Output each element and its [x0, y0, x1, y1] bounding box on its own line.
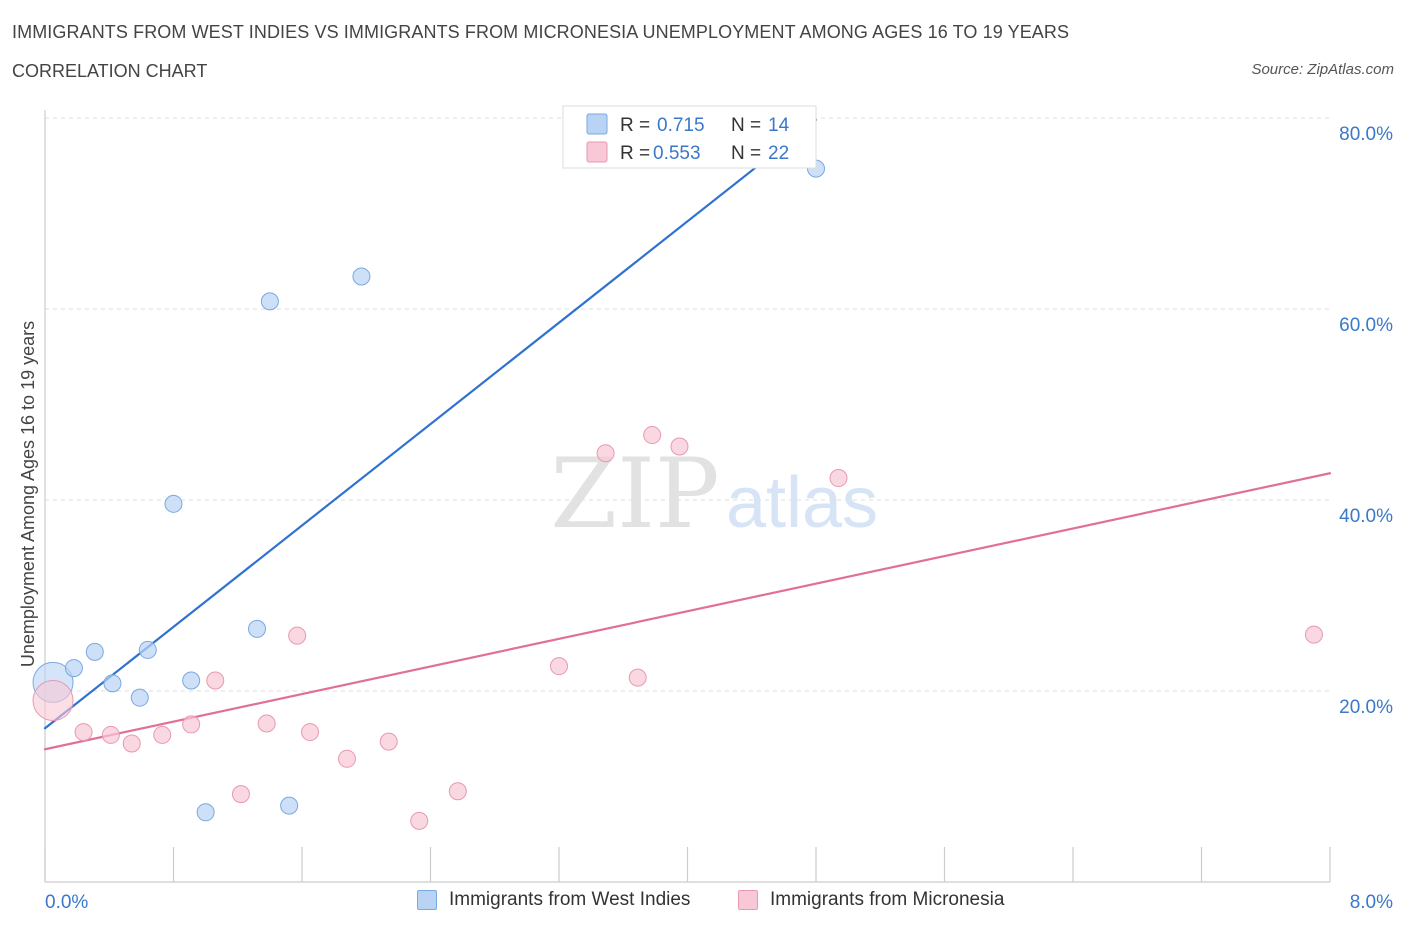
data-point-pink[interactable] — [74, 723, 93, 742]
y-tick-labels: 20.0% 40.0% 60.0% 80.0% — [1339, 124, 1393, 718]
chart-title: IMMIGRANTS FROM WEST INDIES VS IMMIGRANT… — [12, 22, 1070, 42]
data-point-blue[interactable] — [164, 494, 183, 513]
data-point-pink[interactable] — [628, 668, 647, 687]
data-point-pink[interactable] — [288, 626, 307, 645]
data-point-pink[interactable] — [410, 811, 429, 830]
data-point-blue[interactable] — [352, 267, 371, 286]
gridlines — [45, 117, 1330, 692]
data-point-blue[interactable] — [280, 796, 299, 815]
legend-label-west-indies: Immigrants from West Indies — [449, 889, 691, 910]
data-point-pink[interactable] — [257, 714, 276, 733]
x-tick-label: 0.0% — [45, 892, 88, 913]
data-point-pink[interactable] — [379, 732, 398, 751]
data-point-blue[interactable] — [130, 688, 149, 707]
legend-n-value-pink: 22 — [768, 143, 789, 164]
data-point-pink[interactable] — [301, 723, 320, 742]
data-point-blue[interactable] — [182, 671, 201, 690]
data-point-blue[interactable] — [260, 292, 279, 311]
chart-subtitle: CORRELATION CHART — [12, 61, 208, 81]
x-ticks — [44, 847, 1331, 882]
legend-swatch-west-indies — [417, 890, 437, 910]
data-point-pink[interactable] — [32, 680, 74, 722]
trend-lines — [43, 118, 1332, 751]
watermark-zip: ZIP — [550, 438, 719, 550]
source-label: Source: ZipAtlas.com — [1251, 61, 1394, 78]
legend-swatch-pink — [586, 141, 608, 163]
data-point-pink[interactable] — [337, 749, 356, 768]
data-point-pink[interactable] — [122, 734, 141, 753]
legend-r-label-pink: R = — [620, 143, 650, 164]
legend-r-value-blue: 0.715 — [657, 115, 705, 136]
legend-bottom: Immigrants from West Indies Immigrants f… — [0, 889, 1406, 915]
data-point-blue[interactable] — [64, 659, 83, 678]
data-points — [32, 159, 1323, 830]
data-point-pink[interactable] — [182, 715, 201, 734]
legend-top: R = 0.715 N = 14 R = 0.553 N = 22 — [562, 105, 817, 169]
y-tick-label: 20.0% — [1339, 697, 1393, 718]
trend-line-blue — [43, 118, 818, 730]
y-tick-label: 80.0% — [1339, 124, 1393, 145]
legend-r-value-pink: 0.553 — [653, 143, 701, 164]
data-point-pink[interactable] — [829, 469, 848, 488]
legend-n-label-pink: N = — [731, 143, 761, 164]
x-tick-labels: 0.0% 8.0% — [45, 892, 1393, 913]
legend-n-label-blue: N = — [731, 115, 761, 136]
data-point-pink[interactable] — [231, 785, 250, 804]
data-point-pink[interactable] — [206, 671, 225, 690]
data-point-pink[interactable] — [448, 782, 467, 801]
legend-r-label-blue: R = — [620, 115, 650, 136]
data-point-blue[interactable] — [103, 674, 122, 693]
data-point-pink[interactable] — [1304, 625, 1323, 644]
data-point-pink[interactable] — [550, 657, 568, 676]
trend-line-pink — [43, 472, 1332, 751]
legend-swatch-blue — [586, 113, 608, 135]
data-point-pink[interactable] — [596, 444, 615, 463]
watermark-atlas: atlas — [726, 463, 878, 543]
legend-swatch-micronesia — [738, 890, 758, 910]
data-point-blue[interactable] — [248, 619, 267, 638]
data-point-pink[interactable] — [670, 437, 689, 456]
data-point-blue[interactable] — [138, 640, 157, 659]
watermark: ZIP atlas — [550, 438, 878, 550]
legend-n-value-blue: 14 — [768, 115, 790, 136]
y-axis-label: Unemployment Among Ages 16 to 19 years — [18, 321, 38, 667]
data-point-pink[interactable] — [643, 426, 662, 445]
y-tick-label: 40.0% — [1339, 506, 1393, 527]
legend-item-west-indies[interactable]: Immigrants from West Indies — [417, 889, 690, 911]
data-point-pink[interactable] — [101, 725, 120, 744]
data-point-blue[interactable] — [196, 803, 215, 822]
x-tick-label: 8.0% — [1350, 892, 1393, 913]
legend-item-micronesia[interactable]: Immigrants from Micronesia — [738, 889, 1004, 911]
data-point-blue[interactable] — [85, 642, 104, 661]
y-tick-label: 60.0% — [1339, 315, 1393, 336]
legend-label-micronesia: Immigrants from Micronesia — [770, 889, 1005, 910]
data-point-pink[interactable] — [153, 725, 172, 744]
